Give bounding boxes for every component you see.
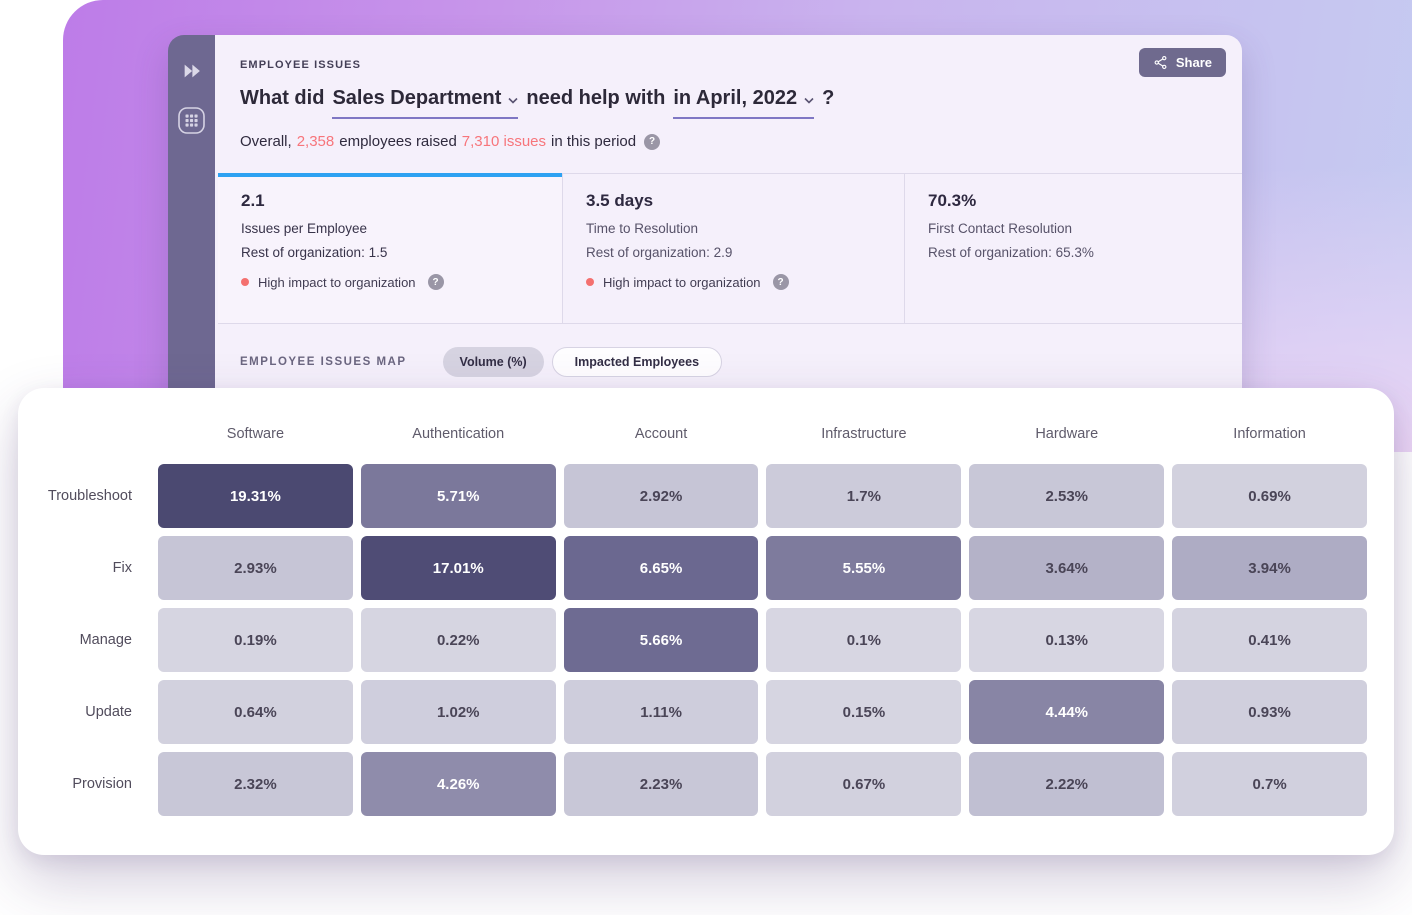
column-header: Information: [1233, 426, 1306, 442]
heatmap-cell[interactable]: 0.69%: [1172, 464, 1367, 528]
department-selector[interactable]: Sales Department: [332, 87, 519, 119]
period-selector[interactable]: in April, 2022: [673, 87, 815, 119]
toggle-volume[interactable]: Volume (%): [442, 347, 544, 377]
heatmap-cell[interactable]: 1.11%: [563, 680, 759, 744]
heatmap-cell[interactable]: 2.93%: [158, 536, 353, 600]
heatmap-cell[interactable]: 5.71%: [360, 464, 556, 528]
department-selector-value: Sales Department: [332, 87, 502, 109]
section-eyebrow: EMPLOYEE ISSUES: [240, 59, 362, 71]
heatmap-cell[interactable]: 3.64%: [969, 536, 1165, 600]
issues-map-label: EMPLOYEE ISSUES MAP: [240, 356, 407, 368]
apps-grid-button[interactable]: [178, 107, 206, 139]
collapse-sidebar-button[interactable]: [178, 59, 206, 87]
employees-count: 2,358: [296, 133, 335, 150]
heatmap-cell[interactable]: 0.15%: [766, 680, 962, 744]
metric-card-issues-per-employee[interactable]: 2.1 Issues per Employee Rest of organiza…: [218, 173, 563, 323]
metric-value: 3.5 days: [586, 191, 654, 210]
share-button-label: Share: [1175, 55, 1212, 70]
heatmap-cell[interactable]: 0.64%: [158, 680, 353, 744]
metric-comparison: Rest of organization: 65.3%: [928, 245, 1094, 260]
metric-card-first-contact-resolution[interactable]: 70.3% First Contact Resolution Rest of o…: [905, 174, 1242, 323]
heatmap-cell[interactable]: 6.65%: [563, 536, 759, 600]
help-icon[interactable]: ?: [644, 133, 661, 150]
heatmap-corner: [18, 412, 150, 456]
heatmap-cell[interactable]: 1.02%: [360, 680, 556, 744]
heatmap-cell[interactable]: 2.92%: [563, 464, 759, 528]
toggle-impacted-employees[interactable]: Impacted Employees: [551, 347, 723, 377]
title-text-3: ?: [822, 87, 835, 109]
heatmap-cell[interactable]: 17.01%: [360, 536, 556, 600]
summary-text-3: in this period: [551, 133, 637, 150]
impact-dot-icon: [241, 278, 249, 286]
row-label: Fix: [112, 560, 132, 576]
impact-dot-icon: [586, 278, 594, 286]
heatmap-cell[interactable]: 0.67%: [766, 752, 962, 816]
share-icon: [1153, 55, 1168, 70]
row-label: Manage: [79, 632, 132, 648]
metric-value: 70.3%: [928, 191, 977, 210]
summary-text-1: Overall,: [240, 133, 292, 150]
metric-value: 2.1: [241, 191, 265, 210]
heatmap-cell[interactable]: 0.1%: [766, 608, 962, 672]
row-label: Provision: [72, 776, 132, 792]
heatmap-cell[interactable]: 5.66%: [563, 608, 759, 672]
chevron-down-icon: [804, 87, 814, 110]
grid-icon: [178, 107, 205, 139]
metric-label: Time to Resolution: [586, 221, 699, 236]
summary-text-2: employees raised: [339, 133, 457, 150]
period-selector-value: in April, 2022: [673, 87, 798, 109]
card-header: EMPLOYEE ISSUES Share What did Sales Dep…: [215, 35, 1242, 150]
heatmap-cell[interactable]: 3.94%: [1172, 536, 1367, 600]
summary-line: Overall, 2,358 employees raised 7,310 is…: [240, 133, 1226, 150]
metric-label: First Contact Resolution: [928, 221, 1073, 236]
metric-label: Issues per Employee: [241, 221, 368, 236]
column-header: Hardware: [1035, 426, 1099, 442]
metrics-row: 2.1 Issues per Employee Rest of organiza…: [218, 173, 1242, 324]
heatmap-cell[interactable]: 4.26%: [360, 752, 556, 816]
heatmap-grid: Software Authentication Account Infrastruct…: [18, 388, 1394, 816]
heatmap-cell[interactable]: 19.31%: [158, 464, 353, 528]
heatmap-cell[interactable]: 2.23%: [563, 752, 759, 816]
column-header: Account: [634, 426, 688, 442]
metric-comparison: Rest of organization: 1.5: [241, 245, 388, 260]
heatmap-cell[interactable]: 0.19%: [158, 608, 353, 672]
heatmap-cell[interactable]: 0.41%: [1172, 608, 1367, 672]
heatmap-cell[interactable]: 4.44%: [969, 680, 1165, 744]
heatmap-cell[interactable]: 2.32%: [158, 752, 353, 816]
help-icon[interactable]: ?: [772, 274, 789, 290]
column-header: Infrastructure: [821, 426, 907, 442]
metric-card-time-to-resolution[interactable]: 3.5 days Time to Resolution Rest of orga…: [563, 174, 905, 323]
heatmap-cell[interactable]: 2.53%: [969, 464, 1165, 528]
heatmap-cell[interactable]: 5.55%: [766, 536, 962, 600]
heatmap-cell[interactable]: 1.7%: [766, 464, 962, 528]
title-text-1: What did: [240, 87, 325, 109]
column-header: Authentication: [412, 426, 505, 442]
metric-comparison: Rest of organization: 2.9: [586, 245, 733, 260]
column-header: Software: [226, 426, 285, 442]
fast-forward-icon: [181, 60, 203, 87]
row-label: Troubleshoot: [47, 488, 132, 504]
issues-map-toolbar: EMPLOYEE ISSUES MAP Volume (%) Impacted …: [240, 347, 1242, 377]
heatmap-cell[interactable]: 0.22%: [360, 608, 556, 672]
heatmap-panel: Software Authentication Account Infrastruct…: [18, 388, 1394, 855]
page-title: What did Sales Department need help with…: [240, 87, 1226, 119]
row-label: Update: [85, 704, 132, 720]
share-button[interactable]: Share: [1138, 48, 1226, 77]
issues-count: 7,310 issues: [461, 133, 547, 150]
chevron-down-icon: [508, 87, 518, 110]
heatmap-cell[interactable]: 0.13%: [969, 608, 1165, 672]
help-icon[interactable]: ?: [427, 274, 444, 290]
impact-row: High impact to organization ?: [586, 274, 904, 290]
title-text-2: need help with: [526, 87, 666, 109]
impact-label: High impact to organization: [603, 274, 761, 290]
heatmap-cell[interactable]: 0.93%: [1172, 680, 1367, 744]
impact-label: High impact to organization: [258, 274, 416, 290]
heatmap-cell[interactable]: 0.7%: [1172, 752, 1367, 816]
heatmap-cell[interactable]: 2.22%: [969, 752, 1165, 816]
impact-row: High impact to organization ?: [241, 274, 562, 290]
